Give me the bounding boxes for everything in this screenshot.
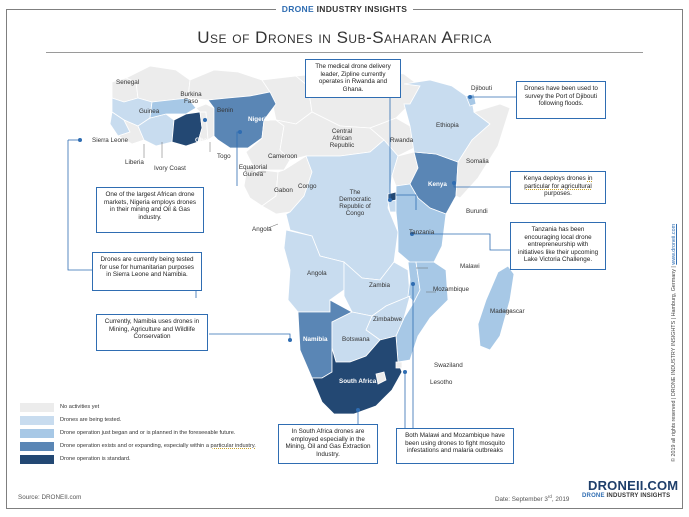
label-djibouti: Djibouti	[471, 85, 492, 92]
country-madagascar	[477, 265, 515, 351]
legend-label-text: No activities yet	[60, 404, 100, 410]
legend-swatch	[20, 442, 54, 451]
label-benin: Benin	[217, 107, 234, 114]
date-text: Date: September 3rd, 2019	[495, 494, 569, 503]
label-swaziland: Swaziland	[434, 362, 463, 369]
label-mozambique: Mozambique	[433, 286, 470, 293]
label-zambia: Zambia	[369, 282, 390, 289]
brand-drone: DRONE	[281, 4, 314, 14]
side-copyright: © 2019 all rights reserved | DRONE INDUS…	[671, 224, 677, 462]
page-title: Use of Drones in Sub-Saharan Africa	[197, 28, 492, 47]
date-post: , 2019	[551, 496, 570, 504]
legend-label-text: Drone operation just began and or is pla…	[60, 430, 236, 436]
country-swaziland	[395, 361, 403, 369]
side-copyright-text: © 2019 all rights reserved | DRONE INDUS…	[671, 264, 677, 462]
legend-swatch	[20, 416, 54, 425]
label-botswana: Botswana	[342, 336, 370, 343]
country-tanzania	[395, 183, 447, 265]
country-ivory-coast	[137, 113, 175, 147]
label-angola-inner: Angola	[307, 270, 327, 277]
header-brand: DRONE INDUSTRY INSIGHTS	[0, 4, 689, 14]
note-tanzania: Tanzania has been encouraging local dron…	[510, 222, 606, 270]
label-burkina-faso: Burkina Faso	[180, 91, 202, 105]
droneii-logo: DRONEII.COM	[588, 478, 679, 493]
label-zimbabwe: Zimbabwe	[373, 316, 403, 323]
legend-label: Drone operation exists and or expanding,…	[60, 443, 256, 449]
legend-label: No activities yet	[60, 404, 99, 410]
label-ghana: Ghana	[195, 137, 215, 144]
note-south-africa: In South Africa drones are employed espe…	[278, 424, 378, 464]
legend-label-underlined: particular industry.	[210, 443, 256, 449]
note-kenya-pre: Kenya deploys drones	[523, 175, 588, 182]
country-somalia	[455, 103, 511, 199]
label-burundi: Burundi	[466, 208, 488, 215]
source-text: Source: DRONEII.com	[18, 494, 82, 501]
note-djibouti: Drones have been used to survey the Port…	[516, 81, 606, 119]
leader-dots	[78, 95, 472, 412]
side-website-link[interactable]: www.droneii.com	[671, 223, 677, 265]
legend-swatch	[20, 455, 54, 464]
note-kenya-post: purposes.	[544, 190, 572, 198]
label-liberia: Liberia	[125, 159, 144, 166]
label-madagascar: Madagascar	[490, 308, 525, 315]
date-sup: rd	[547, 494, 552, 499]
note-humanitarian: Drones are currently being tested for us…	[92, 252, 202, 291]
note-kenya-underlined: in particular for agricultural	[524, 175, 593, 190]
label-congo: Congo	[298, 183, 317, 190]
label-tanzania: Tanzania	[409, 229, 435, 236]
legend-label: Drone operation just began and or is pla…	[60, 430, 235, 436]
label-cameroon: Cameroon	[268, 153, 298, 160]
droneii-logo-sub: DRONE INDUSTRY INSIGHTS	[582, 493, 670, 499]
date-pre: Date: September 3	[495, 496, 548, 504]
legend-label-text: Drone operation is standard.	[60, 456, 131, 462]
label-senegal: Senegal	[116, 79, 140, 86]
label-kenya: Kenya	[428, 181, 447, 188]
label-ethiopia: Ethiopia	[436, 122, 459, 129]
label-ivory-coast: Ivory Coast	[154, 165, 186, 172]
note-namibia: Currently, Namibia uses drones in Mining…	[96, 314, 208, 351]
logo-sub-rest: INDUSTRY INSIGHTS	[604, 493, 671, 499]
country-lesotho	[375, 371, 387, 385]
label-equatorial-guinea: Equatorial Guinea	[238, 164, 268, 178]
note-kenya: Kenya deploys drones in particular for a…	[510, 171, 606, 204]
country-south-africa	[311, 335, 403, 415]
country-burkina-faso	[149, 97, 197, 119]
label-somalia: Somalia	[466, 158, 489, 165]
brand-rest: INDUSTRY INSIGHTS	[313, 4, 408, 14]
label-south-africa: South Africa	[339, 378, 377, 385]
title-divider	[46, 52, 643, 53]
logo-sub-drone: DRONE	[582, 493, 605, 499]
label-drc: The Democratic Republic of Congo	[339, 189, 371, 217]
label-gabon: Gabon	[274, 187, 293, 194]
label-nigeria: Nigeria	[248, 116, 270, 123]
legend-swatch	[20, 403, 54, 412]
country-benin	[195, 103, 215, 141]
label-lesotho: Lesotho	[430, 379, 453, 386]
label-guinea: Guinea	[139, 108, 160, 115]
legend-swatch	[20, 429, 54, 438]
legend-label-text: Drones are being tested.	[60, 417, 122, 423]
note-zipline: The medical drone delivery leader, Zipli…	[305, 59, 401, 98]
legend-label: Drone operation is standard.	[60, 456, 131, 462]
note-nigeria: One of the largest African drone markets…	[96, 187, 204, 233]
label-car: Central African Republic	[329, 128, 355, 149]
label-togo: Togo	[217, 153, 231, 160]
label-malawi: Malawi	[460, 263, 480, 270]
legend-label: Drones are being tested.	[60, 417, 121, 423]
country-mozambique	[395, 261, 449, 363]
label-ticks	[143, 142, 512, 312]
note-malawi-mozambique: Both Malawi and Mozambique have been usi…	[396, 428, 514, 464]
label-angola: Angola	[252, 226, 272, 233]
label-rwanda: Rwanda	[390, 137, 414, 144]
label-namibia: Namibia	[303, 336, 328, 343]
label-sierra-leone: Sierra Leone	[92, 137, 129, 144]
leader-lines	[67, 96, 516, 432]
legend-label-text: Drone operation exists and or expanding,…	[60, 443, 211, 449]
